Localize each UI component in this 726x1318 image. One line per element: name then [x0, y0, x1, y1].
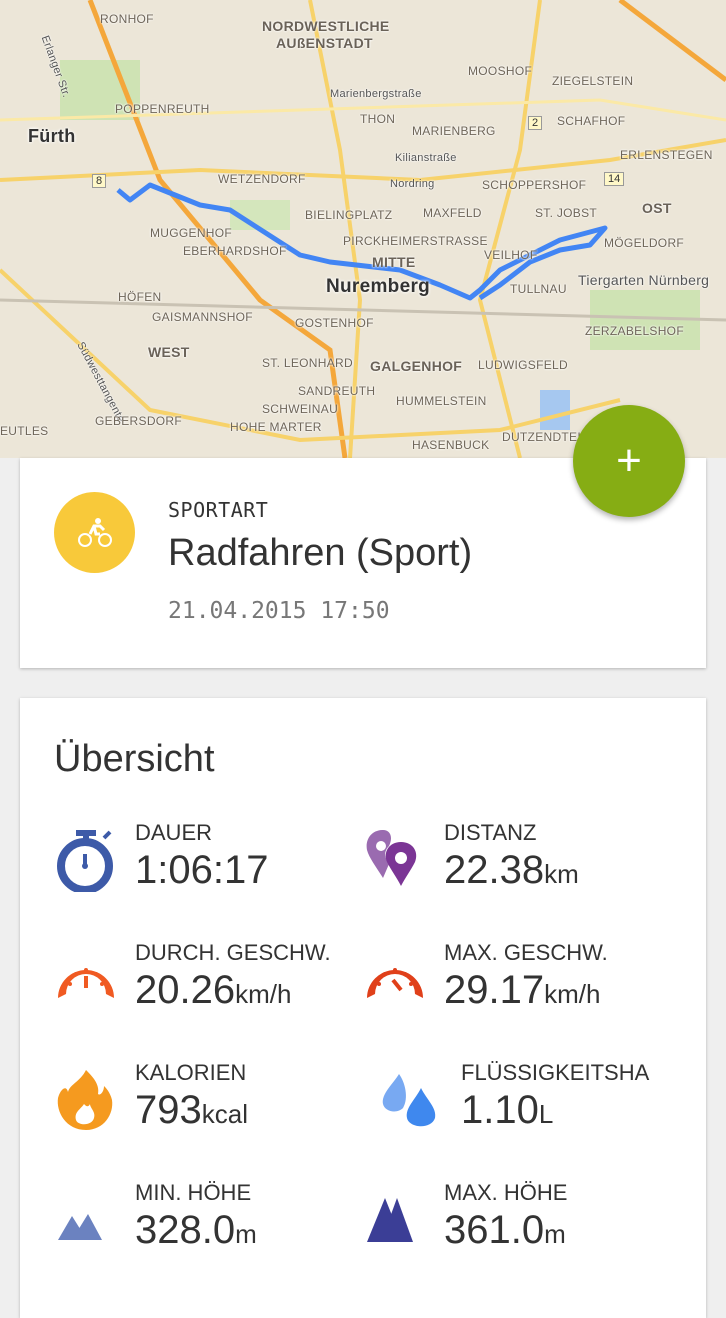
stat-value: 29.17km/h: [444, 968, 601, 1012]
map-label: EBERHARDSHOF: [183, 244, 287, 258]
sport-type-name: Radfahren (Sport): [168, 532, 473, 574]
stat-label: DISTANZ: [444, 820, 537, 845]
stat-calories: KALORIEN 793kcal: [54, 1060, 374, 1150]
stat-value: 1:06:17: [135, 848, 269, 892]
map-label: HÖFEN: [118, 290, 162, 304]
stat-value: 22.38km: [444, 848, 579, 892]
map-label: HOHE MARTER: [230, 420, 322, 434]
activity-datetime: 21.04.2015 17:50: [168, 598, 390, 624]
overview-title: Übersicht: [54, 738, 215, 780]
stat-max-altitude: MAX. HÖHE 361.0m: [363, 1180, 683, 1270]
map-label: ST. JOBST: [535, 206, 598, 220]
stat-label: MIN. HÖHE: [135, 1180, 252, 1205]
map-label: ZERZABELSHOF: [585, 324, 684, 338]
map-label: VEILHOF: [484, 248, 538, 262]
overview-card: Übersicht DAUER 1:06:17 DISTANZ 22.38km …: [20, 698, 706, 1318]
route-map[interactable]: RONHOF NORDWESTLICHE AUßENSTADT MOOSHOF …: [0, 0, 726, 458]
water-drops-icon: [382, 1074, 436, 1127]
map-label: THON: [360, 112, 396, 126]
map-label: GAISMANNSHOF: [152, 310, 253, 324]
map-label: SCHAFHOF: [557, 114, 626, 128]
stat-label: DAUER: [135, 820, 213, 845]
stat-value: 328.0m: [135, 1208, 257, 1252]
stat-value: 1.10L: [461, 1088, 554, 1132]
map-label: WEST: [148, 344, 190, 360]
stopwatch-icon: [57, 830, 113, 892]
stat-label: MAX. GESCHW.: [444, 940, 608, 965]
map-label: MÖGELDORF: [604, 236, 685, 250]
sport-type-icon[interactable]: [54, 492, 135, 573]
stat-fluid: FLÜSSIGKEITSHA 1.10L: [379, 1060, 699, 1150]
map-label: PIRCKHEIMERSTRASSE: [343, 234, 488, 248]
map-label: Fürth: [28, 126, 76, 146]
map-label: GEBERSDORF: [95, 414, 183, 428]
stat-value: 20.26km/h: [135, 968, 292, 1012]
map-label: MARIENBERG: [412, 124, 496, 138]
map-label: EUTLES: [0, 424, 49, 438]
stat-value: 793kcal: [135, 1088, 248, 1132]
stat-value: 361.0m: [444, 1208, 566, 1252]
speedometer-icon: [58, 968, 114, 998]
road-badge: 2: [528, 116, 543, 130]
map-label: HASENBUCK: [412, 438, 490, 452]
map-label: Tiergarten Nürnberg: [578, 272, 710, 288]
map-label: MOOSHOF: [468, 64, 533, 78]
speedometer-max-icon: [367, 968, 423, 998]
map-label: SCHWEINAU: [262, 402, 339, 416]
mountain-high-icon: [367, 1198, 413, 1242]
stat-min-altitude: MIN. HÖHE 328.0m: [54, 1180, 374, 1270]
map-label: TULLNAU: [510, 282, 567, 296]
map-label: BIELINGPLATZ: [305, 208, 393, 222]
flame-icon: [57, 1070, 113, 1130]
route-line: [116, 182, 608, 301]
map-label: NORDWESTLICHE: [262, 18, 390, 34]
stat-distance: DISTANZ 22.38km: [363, 820, 683, 910]
map-label: SANDREUTH: [298, 384, 376, 398]
map-label: MITTE: [372, 254, 416, 270]
stat-duration: DAUER 1:06:17: [54, 820, 374, 910]
map-label: Kilianstraße: [395, 152, 457, 164]
stat-label: DURCH. GESCHW.: [135, 940, 331, 965]
map-label: SCHOPPERSHOF: [482, 178, 587, 192]
add-button[interactable]: +: [573, 405, 685, 517]
road-badge: 8: [92, 174, 107, 188]
map-label: Nordring: [390, 178, 435, 190]
map-label: GALGENHOF: [370, 358, 463, 374]
map-label: MAXFELD: [423, 206, 482, 220]
stat-label: KALORIEN: [135, 1060, 247, 1085]
stat-label: MAX. HÖHE: [444, 1180, 568, 1205]
map-label: ST. LEONHARD: [262, 356, 353, 370]
map-pins-icon: [366, 830, 417, 886]
map-roads: [0, 0, 726, 458]
stat-label: FLÜSSIGKEITSHA: [461, 1060, 650, 1085]
map-label: ERLENSTEGEN: [620, 148, 713, 162]
map-label: AUßENSTADT: [276, 35, 373, 51]
map-label: HUMMELSTEIN: [396, 394, 487, 408]
stat-max-speed: MAX. GESCHW. 29.17km/h: [363, 940, 683, 1030]
road-badge: 14: [604, 172, 625, 186]
map-label: DUTZENDTEICH: [502, 430, 599, 444]
map-label: MUGGENHOF: [150, 226, 233, 240]
map-label: POPPENREUTH: [115, 102, 210, 116]
map-label: OST: [642, 200, 672, 216]
sport-type-label: SPORTART: [168, 498, 269, 522]
map-label: RONHOF: [100, 12, 154, 26]
map-label: GOSTENHOF: [295, 316, 374, 330]
map-label: Nuremberg: [326, 276, 431, 297]
map-label: ZIEGELSTEIN: [552, 74, 634, 88]
stat-avg-speed: DURCH. GESCHW. 20.26km/h: [54, 940, 374, 1030]
map-label: LUDWIGSFELD: [478, 358, 568, 372]
map-label: Marienbergstraße: [330, 88, 422, 100]
mountain-low-icon: [58, 1214, 102, 1240]
bicycle-icon: [77, 517, 112, 547]
map-label: WETZENDORF: [218, 172, 306, 186]
